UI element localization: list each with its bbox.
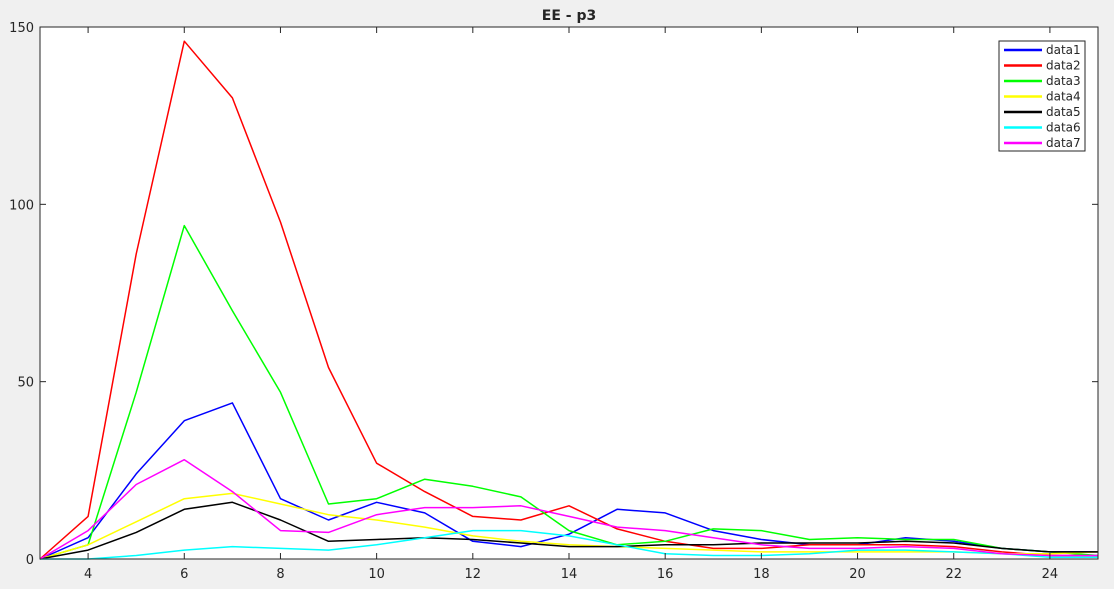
legend-label-data7: data7 (1046, 136, 1081, 150)
legend-label-data4: data4 (1046, 90, 1081, 104)
x-tick-label: 6 (180, 567, 188, 582)
legend-label-data5: data5 (1046, 105, 1081, 119)
x-tick-label: 16 (657, 567, 674, 582)
series-line-data3 (39, 224, 1099, 560)
x-tick-label: 10 (368, 567, 385, 582)
plot-area (40, 27, 1098, 559)
series-line-data6 (40, 529, 1098, 560)
x-tick-label: 14 (561, 567, 578, 582)
x-tick-label: 24 (1042, 567, 1059, 582)
x-tick-label: 22 (945, 567, 962, 582)
ticks-layer: 4 6 8 10 12 14 16 18 20 22 24 0 50 100 150 (9, 21, 1098, 582)
y-tick-label: 150 (9, 21, 34, 36)
y-tick-label: 0 (26, 553, 34, 568)
x-tick-label: 8 (276, 567, 284, 582)
x-tick-label: 20 (849, 567, 866, 582)
series-line-data5 (39, 501, 1098, 560)
series-line-data2 (39, 40, 1098, 560)
series-line-data4 (39, 492, 1099, 560)
legend-label-data2: data2 (1046, 59, 1081, 73)
x-tick-label: 18 (753, 567, 770, 582)
chart-title: EE - p3 (542, 8, 596, 24)
x-tick-label: 4 (84, 567, 92, 582)
legend-label-data1: data1 (1046, 43, 1081, 57)
y-tick-label: 100 (9, 198, 34, 213)
y-tick-label: 50 (17, 376, 34, 391)
legend-label-data3: data3 (1046, 74, 1081, 88)
x-tick-label: 12 (465, 567, 482, 582)
series-line-data7 (39, 458, 1098, 560)
series-layer (39, 40, 1099, 560)
legend-label-data6: data6 (1046, 121, 1081, 135)
